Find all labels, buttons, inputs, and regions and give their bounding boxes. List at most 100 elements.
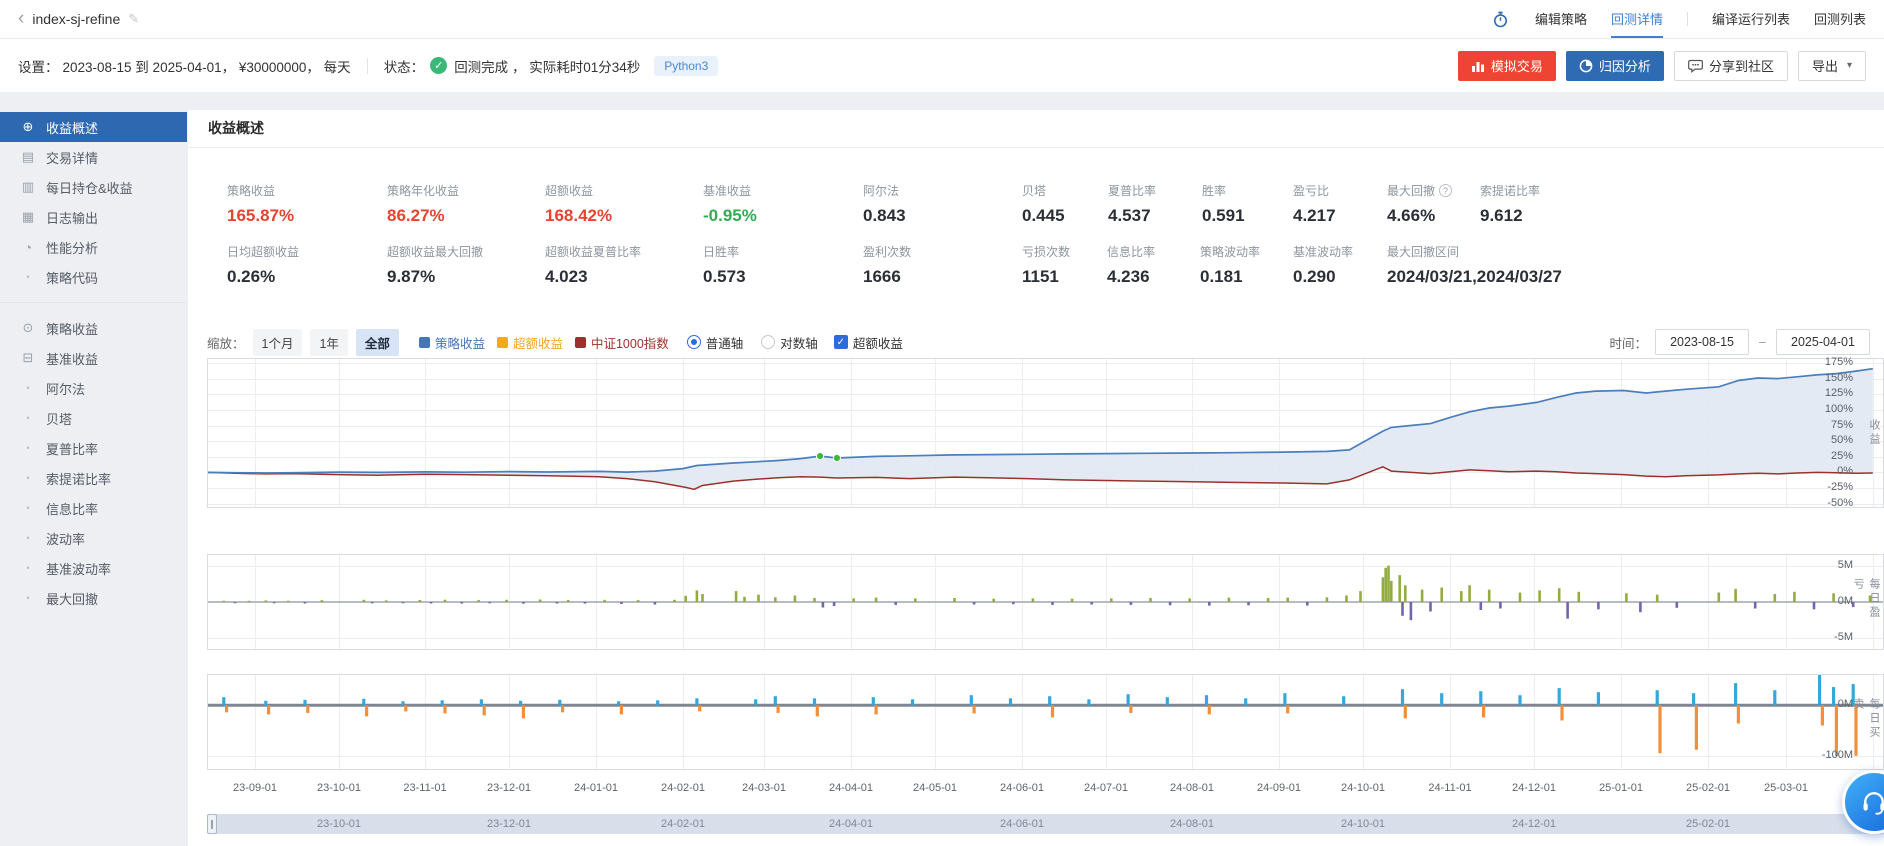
x-axis-labels: 23-09-0123-10-0123-11-0123-12-0124-01-01… <box>207 782 1884 796</box>
sidebar-item-16[interactable]: •最大回撤 <box>0 583 187 613</box>
zoom-buttons: 1个月 1年全部 <box>253 329 407 356</box>
settings-value: 2023-08-15 到 2025-04-01， ¥30000000， 每天 <box>63 56 351 76</box>
backtest-settings: 设置： 2023-08-15 到 2025-04-01， ¥30000000， … <box>18 56 718 76</box>
dot-icon: • <box>20 413 36 423</box>
section-title: 收益概述 <box>188 110 1884 148</box>
excess-return-checkbox-label: 超额收益 <box>853 333 903 352</box>
legend-swatch <box>575 337 586 348</box>
share-to-community-label: 分享到社区 <box>1709 56 1774 75</box>
sidebar-item-14[interactable]: •波动率 <box>0 523 187 553</box>
sidebar-item-7[interactable]: ⊙策略收益 <box>0 313 187 343</box>
dot-icon: • <box>20 383 36 393</box>
sidebar-item-12[interactable]: •索提诺比率 <box>0 463 187 493</box>
metric-value: 0.591 <box>1202 206 1293 226</box>
metric-value: 2024/03/21,2024/03/27 <box>1387 267 1627 287</box>
metric-cell: 贝塔 0.445 <box>1022 182 1108 226</box>
metric-value: 0.843 <box>863 206 1022 226</box>
sidebar-item-label: 夏普比率 <box>46 439 98 458</box>
log-icon: ▦ <box>20 209 36 225</box>
sidebar-item-label: 性能分析 <box>46 238 98 257</box>
zoom-option-2[interactable]: 1年 <box>310 329 347 356</box>
sidebar-item-label: 基准波动率 <box>46 559 111 578</box>
metric-label: 日胜率 <box>703 243 739 260</box>
legend-item-1[interactable]: 策略收益 <box>419 333 485 352</box>
attribution-analysis-button[interactable]: 归因分析 <box>1566 51 1664 81</box>
chart-legend: 策略收益超额收益中证1000指数 <box>407 333 669 352</box>
nav-item-3[interactable]: 编译运行列表 <box>1712 0 1790 38</box>
zoom-option-1[interactable]: 1个月 <box>253 329 303 356</box>
x-tick-label: 24-05-01 <box>913 782 957 794</box>
x-tick-label: 25-03-01 <box>1764 782 1808 794</box>
x-tick-label: 24-11-01 <box>1428 782 1471 794</box>
metric-value: 4.537 <box>1108 206 1202 226</box>
speech-bubble-icon <box>1688 59 1703 73</box>
returns-line-chart[interactable]: 175%150%125%100%75%50%25%0%-25%-50% 收益 <box>207 358 1884 508</box>
x-tick-label: 23-11-01 <box>403 782 446 794</box>
daily-trades-bar-chart[interactable]: 0M-100M 每日买卖 <box>207 674 1884 770</box>
range-navigator[interactable]: 23-10-0123-12-0124-02-0124-04-0124-06-01… <box>207 814 1884 834</box>
radio-icon <box>687 335 701 349</box>
axis-radio-2[interactable]: 对数轴 <box>761 333 818 352</box>
legend-item-2[interactable]: 超额收益 <box>497 333 563 352</box>
back-icon[interactable]: ‹ <box>18 9 24 28</box>
metric-label: 贝塔 <box>1022 182 1046 199</box>
sidebar-item-15[interactable]: •基准波动率 <box>0 553 187 583</box>
top-header: ‹ index-sj-refine ✎ 编辑策略回测详情编译运行列表回测列表 <box>0 0 1884 39</box>
nav-item-4[interactable]: 回测列表 <box>1814 0 1866 38</box>
daily-pnl-bar-chart[interactable]: 5M0M-5M 每日盈亏 <box>207 554 1884 650</box>
simulate-trade-button[interactable]: 模拟交易 <box>1458 51 1556 81</box>
metric-label: 阿尔法 <box>863 182 899 199</box>
export-button[interactable]: 导出 ▾ <box>1798 51 1866 81</box>
sidebar-item-2[interactable]: ▤交易详情 <box>0 142 187 172</box>
metric-label: 最大回撤区间 <box>1387 243 1459 260</box>
sidebar-item-4[interactable]: ▦日志输出 <box>0 202 187 232</box>
time-from-input[interactable] <box>1655 329 1749 355</box>
metric-label: 亏损次数 <box>1022 243 1070 260</box>
sidebar-item-9[interactable]: •阿尔法 <box>0 373 187 403</box>
sidebar-item-11[interactable]: •夏普比率 <box>0 433 187 463</box>
bulb-icon: ⊙ <box>20 320 36 336</box>
metric-cell: 策略收益165.87% <box>227 182 387 226</box>
navigator-left-handle[interactable] <box>207 814 217 834</box>
metric-cell: 亏损次数1151 <box>1022 243 1107 287</box>
metric-label: 日均超额收益 <box>227 243 299 260</box>
metric-label: 索提诺比率 <box>1480 182 1540 199</box>
coin-icon: ⊕ <box>20 119 36 135</box>
metric-value: 0.445 <box>1022 206 1108 226</box>
nav-item-1[interactable]: 编辑策略 <box>1535 0 1587 38</box>
returns-axis-title: 收益 <box>1866 419 1882 447</box>
edit-title-icon[interactable]: ✎ <box>128 11 139 27</box>
sidebar-item-label: 交易详情 <box>46 148 98 167</box>
axis-radio-1[interactable]: 普通轴 <box>687 333 744 352</box>
metric-label: 信息比率 <box>1107 243 1155 260</box>
x-tick-label: 24-12-01 <box>1512 782 1556 794</box>
sidebar-item-8[interactable]: ⊟基准收益 <box>0 343 187 373</box>
daily-pnl-axis-title: 每日盈亏 <box>1850 578 1882 626</box>
zoom-option-3[interactable]: 全部 <box>356 329 399 356</box>
navigator-tick-label: 24-06-01 <box>1000 818 1044 830</box>
metric-value: 4.66% <box>1387 206 1480 226</box>
sidebar-item-label: 每日持仓&收益 <box>46 178 133 197</box>
metric-value: 0.181 <box>1200 267 1293 287</box>
metric-label: 策略年化收益 <box>387 182 459 199</box>
help-icon[interactable]: ? <box>1439 184 1452 197</box>
sidebar-item-13[interactable]: •信息比率 <box>0 493 187 523</box>
sidebar-item-10[interactable]: •贝塔 <box>0 403 187 433</box>
metric-value: 4.217 <box>1293 206 1387 226</box>
sidebar-item-6[interactable]: •策略代码 <box>0 262 187 292</box>
sidebar-item-3[interactable]: ▥每日持仓&收益 <box>0 172 187 202</box>
sidebar-item-5[interactable]: ◔ 性能分析 <box>0 232 187 262</box>
x-tick-label: 24-04-01 <box>829 782 873 794</box>
pie-icon: ◔ <box>20 240 36 255</box>
status-label: 状态： <box>384 56 425 76</box>
x-tick-label: 23-09-01 <box>233 782 277 794</box>
sidebar-divider <box>0 302 187 303</box>
time-to-input[interactable] <box>1776 329 1870 355</box>
excess-return-checkbox[interactable]: ✓ 超额收益 <box>834 333 903 352</box>
legend-item-3[interactable]: 中证1000指数 <box>575 333 669 352</box>
nav-item-2[interactable]: 回测详情 <box>1611 0 1663 38</box>
metric-cell: 索提诺比率9.612 <box>1480 182 1620 226</box>
sidebar-item-1[interactable]: ⊕收益概述 <box>0 112 187 142</box>
settings-label: 设置： <box>18 56 59 76</box>
share-to-community-button[interactable]: 分享到社区 <box>1674 51 1788 81</box>
